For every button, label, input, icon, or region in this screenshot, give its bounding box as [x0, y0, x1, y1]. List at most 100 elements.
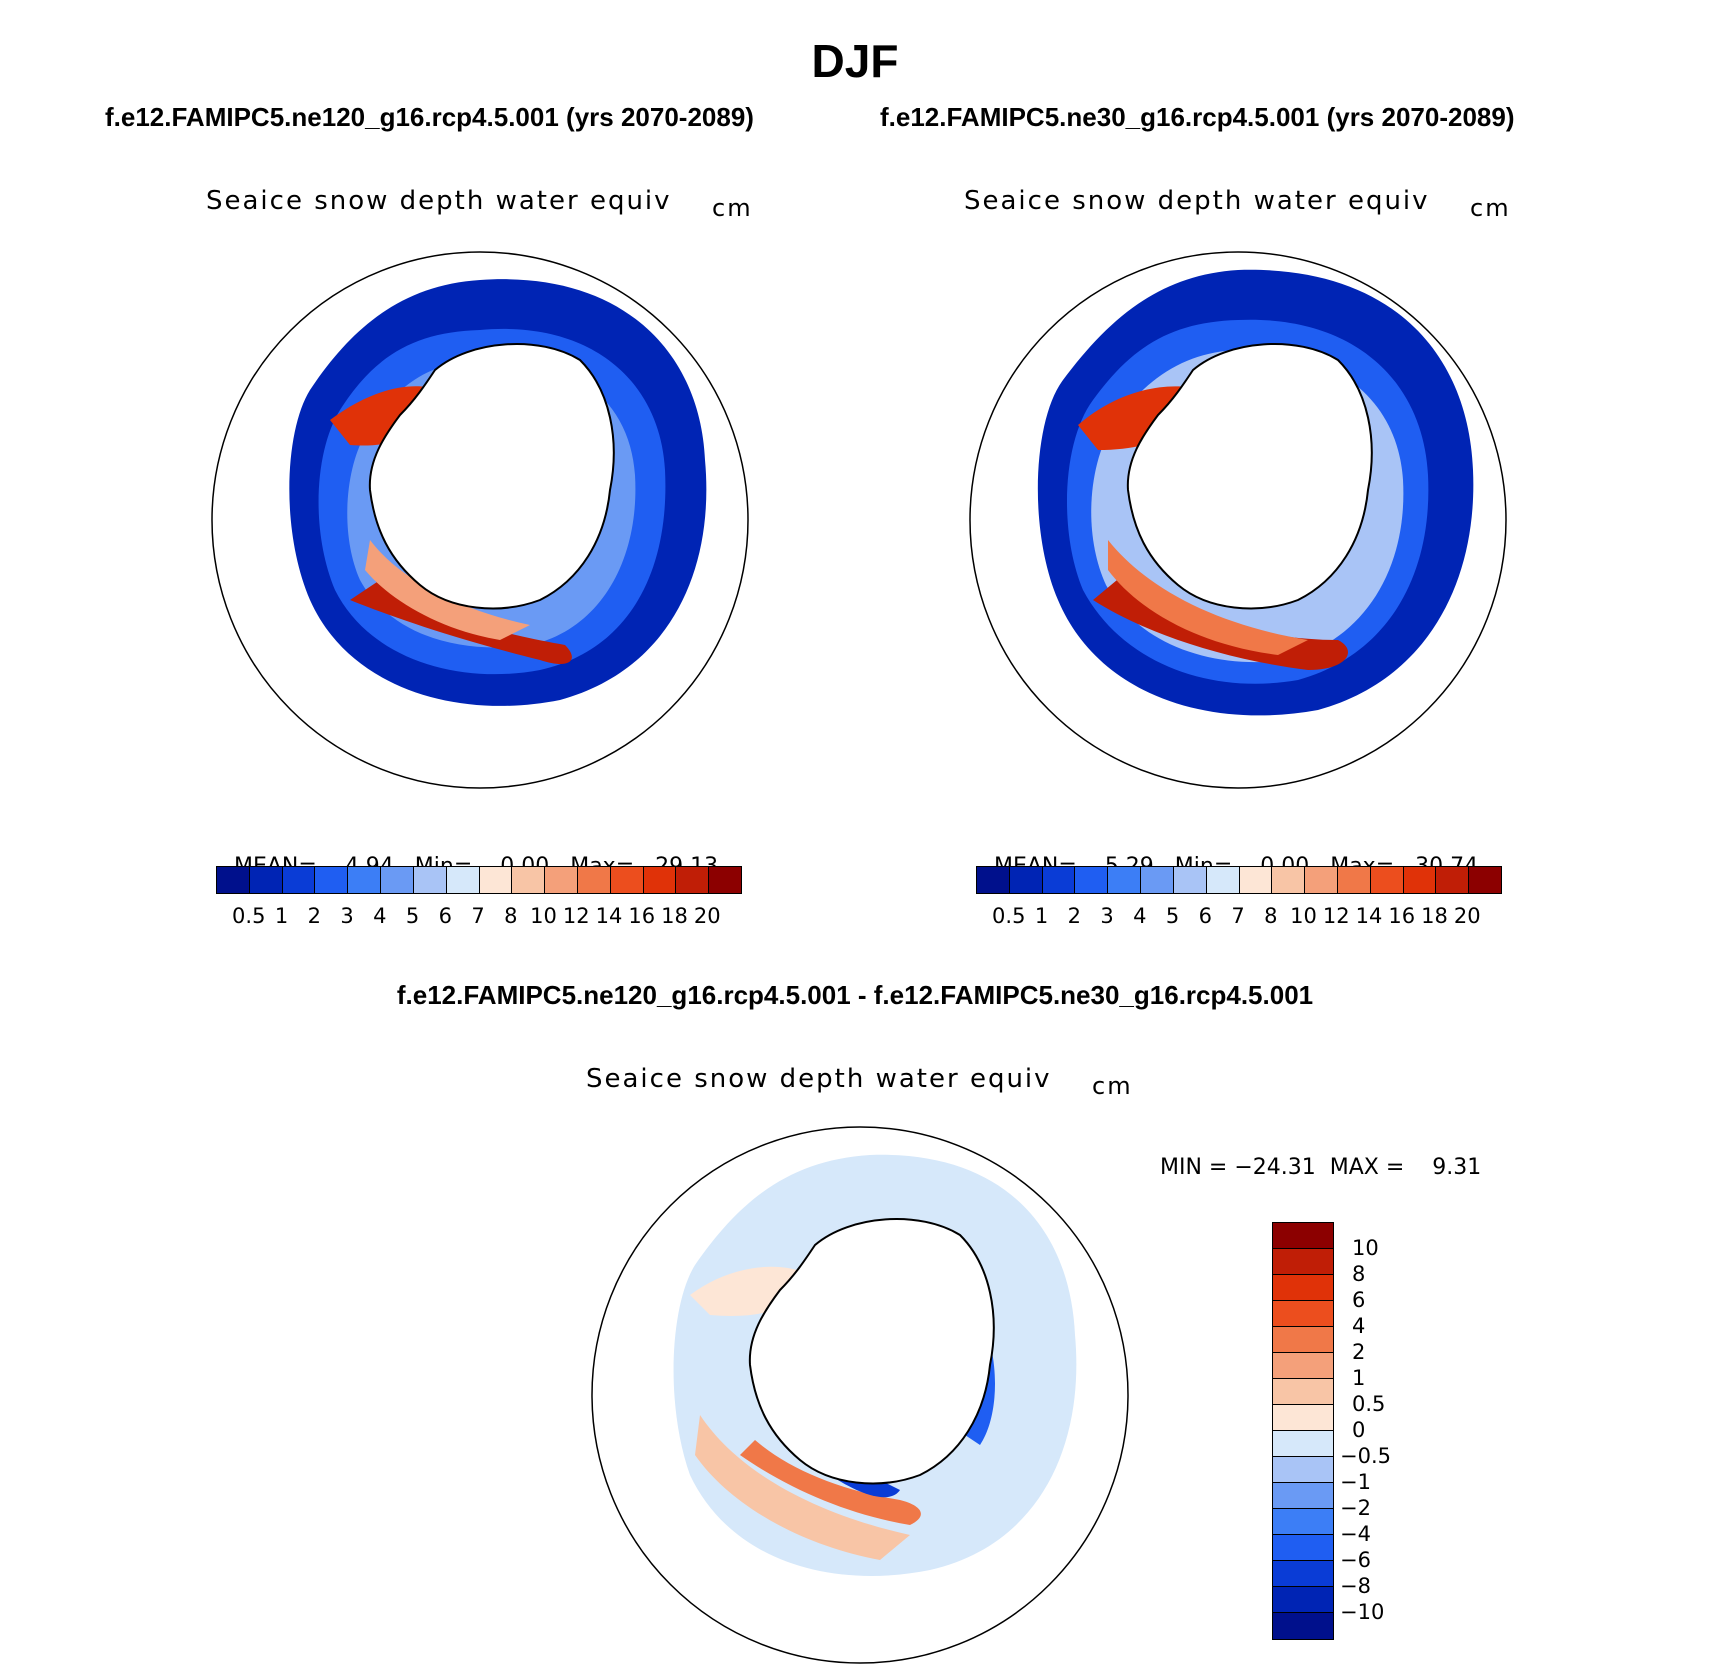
panel1-map-boundary	[211, 251, 749, 789]
panel1-colorbar-labels: 0.5 1 2 3 4 5 6 7 8 10 12 14 16 18 20	[216, 904, 740, 930]
panel2-colorbar-tick-label: 5	[1165, 904, 1180, 928]
panel2-colorbar-tick-label: 18	[1421, 904, 1448, 928]
panel1-colorbar-swatch	[709, 867, 741, 893]
panel2-colorbar-labels: 0.5 1 2 3 4 5 6 7 8 10 12 14 16 18 20	[976, 904, 1500, 930]
panel3-colorbar-swatch	[1273, 1431, 1333, 1457]
panel3-colorbar-swatch	[1273, 1301, 1333, 1327]
panel3-units: cm	[1092, 1072, 1133, 1100]
panel2-colorbar-tick-label: 12	[1322, 904, 1350, 928]
panel1-colorbar-swatch	[512, 867, 546, 893]
panel2-colorbar-tick-label: 3	[1100, 904, 1114, 928]
panel3-colorbar-tick-label: −0.5	[1340, 1444, 1391, 1468]
panel2-colorbar-swatch	[1370, 867, 1404, 893]
panel2-colorbar-swatch	[1469, 867, 1501, 893]
panel1-colorbar-tick-label: 8	[504, 904, 518, 928]
panel1-colorbar-swatch	[282, 867, 316, 893]
panel3-colorbar-tick-label: 10	[1352, 1236, 1379, 1260]
panel3-colorbar-tick-label: −10	[1340, 1600, 1385, 1624]
panel1-colorbar-tick-label: 4	[373, 904, 387, 928]
panel2-colorbar-tick-label: 16	[1388, 904, 1416, 928]
panel3-colorbar-swatch	[1273, 1561, 1333, 1587]
panel3-colorbar-tick-label: 0	[1352, 1418, 1366, 1442]
panel1-colorbar-tick-label: 14	[595, 904, 623, 928]
panel2-colorbar-tick-label: 10	[1290, 904, 1317, 928]
panel3-variable-title: Seaice snow depth water equiv	[586, 1064, 1052, 1094]
panel3-colorbar-tick-label: −4	[1340, 1522, 1371, 1546]
panel3-colorbar-swatch	[1273, 1509, 1333, 1535]
panel1-colorbar-tick-label: 6	[438, 904, 452, 928]
panel3-colorbar-tick-label: 8	[1352, 1262, 1366, 1286]
panel3-colorbar-tick-label: 6	[1352, 1288, 1366, 1312]
panel1-colorbar-tick-label: 5	[405, 904, 420, 928]
panel1-colorbar-swatch	[381, 867, 414, 893]
panel3-colorbar-tick-label: 4	[1352, 1314, 1366, 1338]
panel1-colorbar-tick-label: 2	[307, 904, 321, 928]
panel1-variable-title: Seaice snow depth water equiv	[206, 186, 672, 216]
panel2-colorbar-swatch	[1239, 867, 1273, 893]
panel3-colorbar-swatch	[1273, 1457, 1333, 1483]
panel2-colorbar-swatch	[1272, 867, 1306, 893]
panel1-colorbar-tick-label: 0.5	[232, 904, 266, 928]
panel3-polar-map	[591, 1126, 1129, 1664]
panel2-colorbar-swatch	[1337, 867, 1371, 893]
panel1-colorbar-swatch	[577, 867, 611, 893]
panel2-colorbar-swatch	[1436, 867, 1470, 893]
panel1-colorbar-swatch	[315, 867, 349, 893]
panel2-colorbar-tick-label: 6	[1198, 904, 1212, 928]
panel2-colorbar-tick-label: 0.5	[992, 904, 1026, 928]
figure-title: DJF	[811, 35, 899, 87]
panel2-map-boundary	[969, 251, 1507, 789]
difference-title: f.e12.FAMIPC5.ne120_g16.rcp4.5.001 - f.e…	[396, 980, 1314, 1010]
left-case-title: f.e12.FAMIPC5.ne120_g16.rcp4.5.001 (yrs …	[105, 102, 754, 132]
panel3-antarctica-coastline	[748, 1218, 995, 1485]
panel1-colorbar-swatch	[217, 867, 250, 893]
panel3-colorbar	[1272, 1222, 1334, 1640]
panel3-colorbar-swatch	[1273, 1223, 1333, 1249]
panel3-colorbar-labels: 10 8 6 4 2 1 0.5 0 −0.5 −1 −2 −4 −6 −8 −10	[1340, 1222, 1420, 1638]
panel2-colorbar-swatch	[1141, 867, 1174, 893]
panel1-colorbar-tick-label: 7	[471, 904, 485, 928]
panel1-colorbar-tick-label: 1	[274, 904, 289, 928]
panel2-colorbar-tick-label: 8	[1264, 904, 1278, 928]
panel1-polar-map	[211, 251, 749, 789]
panel3-colorbar-swatch	[1273, 1249, 1333, 1275]
panel1-colorbar-tick-label: 20	[693, 904, 721, 928]
panel1-colorbar-swatch	[413, 867, 447, 893]
panel2-polar-map	[969, 251, 1507, 789]
panel1-colorbar-swatch	[479, 867, 513, 893]
panel1-colorbar-tick-label: 18	[661, 904, 688, 928]
panel2-units: cm	[1470, 194, 1511, 222]
panel3-colorbar-tick-label: −8	[1340, 1574, 1371, 1598]
panel2-colorbar-tick-label: 4	[1133, 904, 1147, 928]
panel3-colorbar-tick-label: 0.5	[1352, 1392, 1386, 1416]
panel3-colorbar-swatch	[1273, 1405, 1333, 1431]
panel3-colorbar-swatch	[1273, 1483, 1333, 1509]
panel2-colorbar-swatch	[1042, 867, 1076, 893]
panel3-colorbar-swatch	[1273, 1275, 1333, 1301]
panel1-antarctica-coastline	[368, 343, 615, 610]
panel2-colorbar-swatch	[1305, 867, 1338, 893]
panel2-colorbar-tick-label: 7	[1231, 904, 1245, 928]
panel1-colorbar-tick-label: 16	[628, 904, 656, 928]
panel2-colorbar-swatch	[1108, 867, 1142, 893]
panel3-stats: MIN = −24.31 MAX = 9.31	[1160, 1155, 1482, 1180]
panel1-colorbar-swatch	[676, 867, 710, 893]
panel3-colorbar-swatch	[1273, 1353, 1333, 1379]
panel3-colorbar-tick-label: 1	[1352, 1366, 1366, 1390]
panel1-colorbar-tick-label: 12	[562, 904, 590, 928]
panel1-colorbar-swatch	[643, 867, 677, 893]
panel2-colorbar-tick-label: 2	[1067, 904, 1081, 928]
panel3-colorbar-swatch	[1273, 1535, 1333, 1561]
panel2-antarctica-coastline	[1126, 343, 1373, 610]
panel2-variable-title: Seaice snow depth water equiv	[964, 186, 1430, 216]
panel2-colorbar-swatch	[1403, 867, 1437, 893]
panel3-colorbar-tick-label: −1	[1340, 1470, 1371, 1494]
panel2-colorbar-swatch	[1206, 867, 1240, 893]
panel2-colorbar-swatch	[1173, 867, 1207, 893]
panel3-colorbar-swatch	[1273, 1379, 1333, 1405]
panel1-colorbar-tick-label: 10	[530, 904, 557, 928]
panel1-units: cm	[712, 194, 753, 222]
panel3-colorbar-swatch	[1273, 1587, 1333, 1613]
panel1-colorbar-swatch	[249, 867, 283, 893]
panel3-colorbar-tick-label: −2	[1340, 1496, 1371, 1520]
